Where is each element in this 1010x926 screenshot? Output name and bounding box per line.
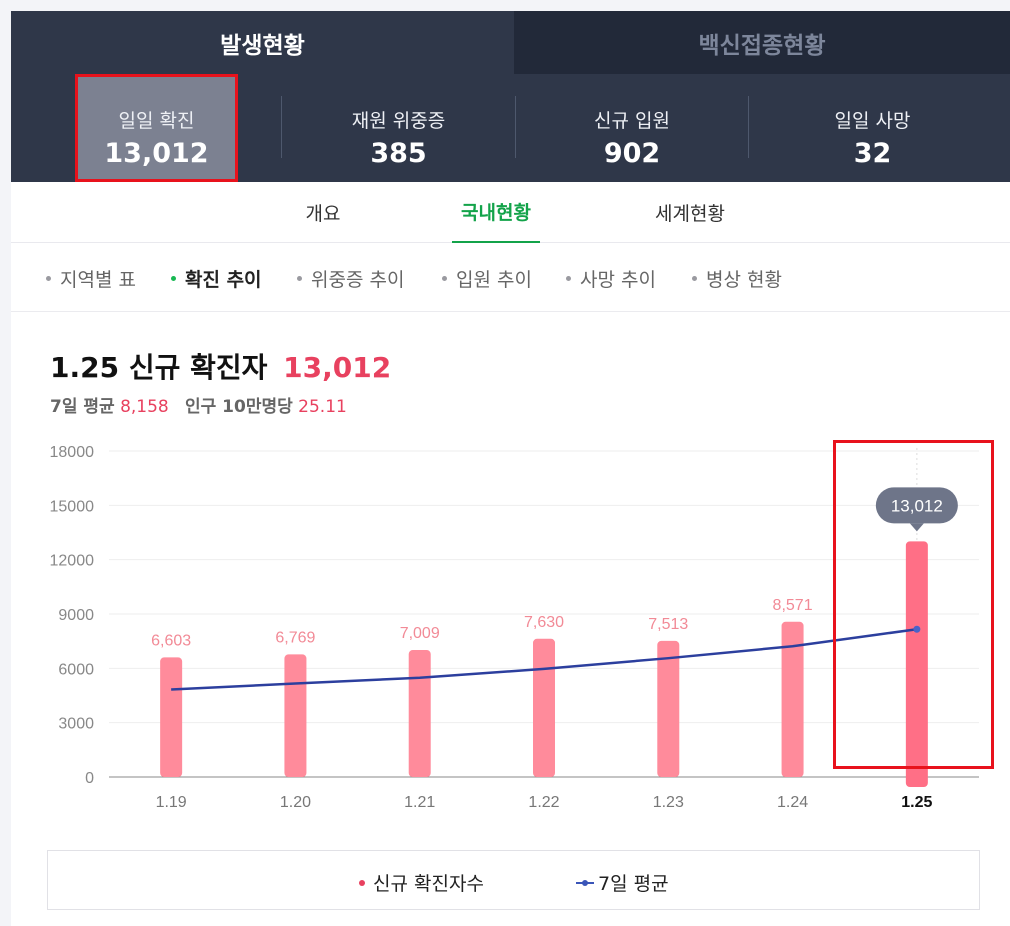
bar <box>905 541 928 787</box>
stat-divider <box>748 96 749 158</box>
sub-tabs: 개요 국내현황 세계현황 <box>11 182 1010 243</box>
bar <box>657 640 680 777</box>
x-tick-label: 1.24 <box>777 794 808 811</box>
avg-value: 8,158 <box>120 397 169 417</box>
bullet-icon <box>46 276 51 281</box>
x-tick-label: 1.22 <box>528 794 559 811</box>
average-line <box>171 628 918 691</box>
category-links: 지역별 표 확진 추이 위중증 추이 입원 추이 사망 추이 병상 현황 <box>11 243 1010 312</box>
link-death-trend[interactable]: 사망 추이 <box>566 265 656 292</box>
link-admission-trend[interactable]: 입원 추이 <box>442 265 532 292</box>
y-tick-label: 6000 <box>58 661 94 678</box>
tab-outbreak-status[interactable]: 발생현황 <box>11 11 514 74</box>
legend-item-confirmed[interactable]: 신규 확진자수 <box>359 869 484 896</box>
tab-domestic[interactable]: 국내현황 <box>452 182 540 243</box>
bar-data-label: 7,630 <box>524 614 564 631</box>
link-bed-status[interactable]: 병상 현황 <box>692 265 782 292</box>
link-critical-trend[interactable]: 위중증 추이 <box>297 265 404 292</box>
bullet-icon <box>442 276 447 281</box>
heading-date: 1.25 <box>50 351 120 384</box>
top-tabs: 발생현황 백신접종현황 <box>11 11 1010 74</box>
stat-label: 일일 확진 <box>118 110 195 132</box>
heading-value: 13,012 <box>283 351 392 384</box>
bar <box>408 650 431 777</box>
bar-data-label: 6,769 <box>275 629 315 646</box>
legend-label: 7일 평균 <box>598 873 669 895</box>
stat-divider <box>281 96 282 158</box>
legend-dot-icon <box>359 879 365 886</box>
y-tick-label: 15000 <box>50 498 95 515</box>
bar-data-label: 6,603 <box>151 632 191 649</box>
x-tick-label: 1.23 <box>653 794 684 811</box>
bar <box>160 657 183 777</box>
stat-value: 13,012 <box>104 138 209 169</box>
bar <box>781 621 804 777</box>
stat-label: 신규 입원 <box>594 110 670 132</box>
x-tick-label: 1.21 <box>404 794 435 811</box>
link-label: 병상 현황 <box>706 269 782 291</box>
link-label: 위중증 추이 <box>311 269 405 291</box>
stat-critical[interactable]: 재원 위중증 385 <box>282 74 515 182</box>
link-label: 확진 추이 <box>185 269 262 291</box>
chart-heading: 1.25 신규 확진자 13,012 <box>50 346 391 386</box>
stat-value: 385 <box>370 138 427 169</box>
stat-label: 일일 사망 <box>834 110 911 132</box>
bar-data-label: 8,571 <box>773 597 813 614</box>
y-tick-label: 0 <box>85 770 94 787</box>
legend-item-average[interactable]: 7일 평균 <box>576 869 669 896</box>
per-capita-label: 인구 10만명당 <box>184 397 293 417</box>
stat-daily-confirmed[interactable]: 일일 확진 13,012 <box>75 74 238 182</box>
covid-dashboard: 발생현황 백신접종현황 일일 확진 13,012 재원 위중증 385 신규 입… <box>11 11 1010 926</box>
bullet-icon <box>566 276 571 281</box>
heading-title: 신규 확진자 <box>128 351 268 384</box>
chart-subheading: 7일 평균 8,158 인구 10만명당 25.11 <box>50 392 347 417</box>
tooltip-bubble <box>875 487 958 524</box>
stat-value: 32 <box>853 138 892 169</box>
x-tick-label: 1.25 <box>901 794 932 811</box>
bar-data-label: 7,009 <box>400 625 440 642</box>
y-tick-label: 3000 <box>58 716 94 733</box>
tooltip-pointer <box>909 523 924 532</box>
y-tick-label: 12000 <box>50 553 95 570</box>
stat-value: 902 <box>603 138 661 169</box>
y-tick-label: 9000 <box>58 607 94 624</box>
stat-daily-deaths[interactable]: 일일 사망 32 <box>749 74 996 182</box>
link-label: 사망 추이 <box>580 269 656 291</box>
stat-new-admission[interactable]: 신규 입원 902 <box>516 74 748 182</box>
stat-label: 재원 위중증 <box>351 110 446 132</box>
bullet-icon <box>171 276 176 281</box>
tab-overview[interactable]: 개요 <box>305 203 341 225</box>
legend-label: 신규 확진자수 <box>373 873 484 895</box>
y-tick-label: 18000 <box>50 444 95 461</box>
bar <box>533 638 555 777</box>
stats-bar: 일일 확진 13,012 재원 위중증 385 신규 입원 902 일일 사망 … <box>11 74 1010 182</box>
bar-data-label: 7,513 <box>648 616 688 633</box>
legend-line-icon <box>576 879 594 886</box>
bullet-icon <box>297 276 302 281</box>
average-point <box>913 625 921 633</box>
x-tick-label: 1.20 <box>280 794 311 811</box>
chart-legend: 신규 확진자수 7일 평균 <box>47 850 980 910</box>
per-capita-value: 25.11 <box>298 397 347 417</box>
tab-world[interactable]: 세계현황 <box>655 203 725 225</box>
avg-label: 7일 평균 <box>50 397 115 417</box>
link-label: 입원 추이 <box>456 269 532 291</box>
bullet-icon <box>692 276 697 281</box>
bar <box>284 654 307 777</box>
tab-vaccination-status[interactable]: 백신접종현황 <box>514 11 1010 74</box>
link-confirmed-trend[interactable]: 확진 추이 <box>171 265 262 292</box>
link-label: 지역별 표 <box>60 269 136 291</box>
link-regional-table[interactable]: 지역별 표 <box>46 265 136 292</box>
chart-svg: 0 3000 6000 9000 12000 15000 18000 6,603 1.19 6,7… <box>50 444 979 811</box>
confirmed-chart: 0 3000 6000 9000 12000 15000 18000 6,603 1.19 6,7… <box>11 436 1010 846</box>
x-tick-label: 1.19 <box>156 794 187 811</box>
stat-divider <box>515 96 516 158</box>
tooltip-label: 13,012 <box>891 496 943 515</box>
